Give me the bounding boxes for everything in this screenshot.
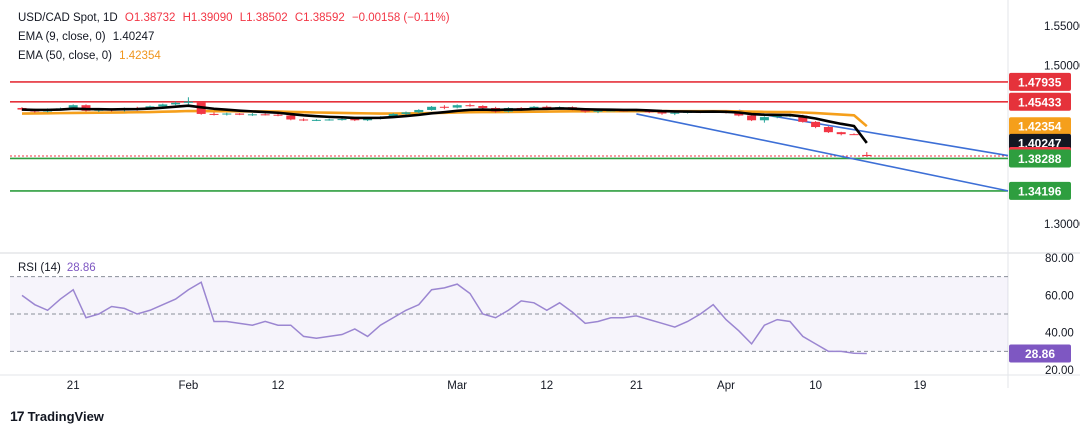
change-value: −0.00158 (−0.11%) [351, 12, 450, 24]
candle-body-50 [657, 112, 667, 114]
price-label-box-5 [1009, 149, 1071, 168]
candle-body-18 [247, 114, 257, 116]
candle-body-16 [222, 113, 232, 115]
rsi-value-box [1009, 344, 1071, 363]
legend-ohlc: USD/CAD Spot, 1D O1.38732 H1.39090 L1.38… [18, 12, 454, 24]
price-label-2: 1.42354 [1018, 120, 1062, 134]
close-value: C1.38592 [294, 12, 345, 24]
candle-body-64 [836, 132, 846, 135]
open-value: O1.38732 [124, 12, 176, 24]
candle-body-11 [158, 104, 168, 107]
rsi-axis-tick-1: 60.00 [1045, 290, 1074, 302]
symbol-label: USD/CAD Spot, 1D [18, 12, 118, 24]
candle-body-65 [849, 134, 859, 136]
candle-body-15 [209, 113, 219, 115]
candle-body-45 [593, 110, 603, 112]
candle-body-20 [273, 114, 283, 116]
tradingview-brand[interactable]: 17 TradingView [10, 408, 104, 424]
candle-body-0 [17, 107, 27, 110]
price-label-1: 1.45433 [1018, 95, 1062, 109]
candle-body-30 [401, 112, 411, 114]
candle-body-41 [542, 106, 552, 108]
rsi-axis-tick-2: 40.00 [1045, 328, 1074, 340]
candle-body-56 [734, 112, 744, 116]
candle-body-13 [183, 101, 193, 103]
price-axis-tick-0: 1.55000 [1044, 21, 1080, 33]
ema9-value: 1.40247 [112, 31, 155, 43]
rsi-label: RSI (14) [18, 262, 61, 274]
x-axis-tick-2: 12 [272, 380, 285, 392]
candle-body-23 [311, 119, 321, 121]
rsi-line [21, 281, 867, 355]
x-axis-tick-8: 19 [914, 380, 927, 392]
candle-body-36 [478, 105, 488, 108]
candle-body-12 [171, 102, 181, 105]
rsi-value: 28.86 [66, 262, 96, 274]
candle-body-21 [286, 115, 296, 120]
x-axis-tick-7: 10 [809, 380, 822, 392]
candle-body-4 [68, 105, 78, 109]
candle-body-44 [580, 109, 590, 112]
rsi-axis-tick-0: 80.00 [1045, 253, 1074, 265]
candle-body-59 [772, 115, 782, 118]
price-label-box-0 [1009, 72, 1071, 91]
price-axis-tick-1: 1.50000 [1044, 61, 1080, 73]
candle-body-19 [260, 114, 270, 116]
x-axis-tick-4: 12 [540, 380, 553, 392]
channel-upper-line [738, 109, 1009, 157]
price-label-5: 1.38288 [1018, 152, 1062, 166]
candle-body-62 [811, 121, 821, 128]
candle-body-35 [465, 105, 475, 107]
price-label-0: 1.47935 [1018, 75, 1062, 89]
candle-body-66 [862, 154, 872, 157]
candle-body-31 [414, 109, 424, 113]
candle-body-32 [427, 106, 437, 110]
candle-body-58 [759, 117, 769, 121]
x-axis-tick-1: Feb [178, 380, 198, 392]
x-axis-tick-3: Mar [447, 380, 467, 392]
candle-body-63 [823, 127, 833, 133]
price-label-box-1 [1009, 92, 1071, 111]
candle-body-33 [439, 106, 449, 108]
ema9-line [21, 104, 868, 144]
price-label-box-2 [1009, 117, 1071, 136]
candle-body-34 [452, 105, 462, 108]
x-axis-tick-6: Apr [717, 380, 735, 392]
price-axis-tick-2: 1.30000 [1044, 219, 1080, 231]
candle-body-27 [363, 118, 373, 121]
x-axis-tick-0: 21 [67, 380, 80, 392]
candle-body-51 [670, 112, 680, 114]
ema9-label: EMA (9, close, 0) [18, 31, 106, 43]
channel-lower-line [636, 113, 1009, 192]
ema50-label: EMA (50, close, 0) [18, 50, 112, 62]
price-label-3: 1.40247 [1018, 136, 1062, 150]
ema50-value: 1.42354 [119, 50, 161, 62]
high-value: H1.39090 [182, 12, 233, 24]
candle-body-25 [337, 119, 347, 121]
rsi-value-label: 28.86 [1025, 347, 1055, 361]
price-label-6: 1.34196 [1018, 184, 1062, 198]
candle-body-29 [388, 113, 398, 118]
tradingview-logo-icon: 17 [10, 408, 25, 424]
candle-body-57 [747, 115, 757, 121]
x-axis-tick-5: 21 [630, 380, 643, 392]
legend-ema50: EMA (50, close, 0) 1.42354 [18, 50, 165, 62]
candle-body-61 [798, 115, 808, 122]
legend-ema9: EMA (9, close, 0) 1.40247 [18, 31, 158, 43]
brand-name: TradingView [27, 408, 104, 424]
candle-body-22 [299, 119, 309, 121]
candle-body-17 [235, 113, 245, 115]
rsi-axis-tick-3: 20.00 [1045, 365, 1074, 377]
candle-body-26 [350, 119, 360, 121]
low-value: L1.38502 [239, 12, 288, 24]
candle-body-24 [324, 119, 334, 121]
rsi-legend: RSI (14) 28.86 [18, 262, 96, 274]
price-label-box-6 [1009, 181, 1071, 200]
